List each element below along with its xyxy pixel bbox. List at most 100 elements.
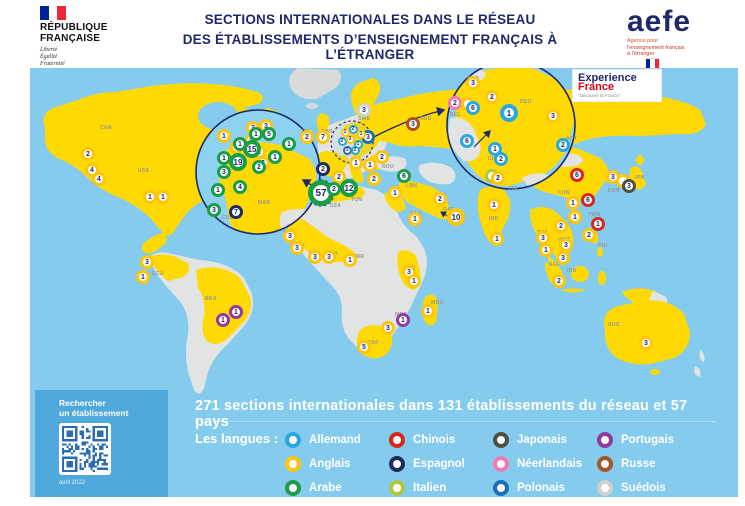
- republique-francaise-logo: RÉPUBLIQUE FRANÇAISE Liberté Égalité Fra…: [40, 6, 150, 68]
- stats-headline: 271 sections internationales dans 131 ét…: [195, 398, 688, 430]
- map-marker: 3: [283, 229, 297, 243]
- map-marker: 1: [490, 232, 504, 246]
- map-marker: 1: [591, 217, 605, 231]
- map-marker: 1: [249, 127, 263, 141]
- map-marker: 2: [348, 124, 358, 134]
- country-label: USA: [138, 168, 150, 174]
- map-marker: 2: [350, 145, 360, 155]
- map-marker: 1: [487, 198, 501, 212]
- map-marker: 1: [143, 190, 157, 204]
- map-marker: 3: [381, 321, 395, 335]
- bottom-margin: [0, 497, 745, 506]
- rf-line2: FRANÇAISE: [40, 33, 101, 44]
- country-label: ECU: [152, 271, 164, 277]
- country-label: DZA: [330, 203, 342, 209]
- legend-item: Néerlandais: [493, 452, 597, 476]
- map-marker: 2: [300, 130, 314, 144]
- experience-france-badge: Experience France "Découvrir la France": [573, 59, 661, 101]
- map-marker: 2: [582, 228, 596, 242]
- map-marker: 4: [92, 172, 106, 186]
- country-label: BEL: [450, 112, 461, 118]
- legend-label: Polonais: [517, 482, 565, 494]
- publication-date: avril 2022: [59, 480, 86, 486]
- legend-item: Portugais: [597, 428, 701, 452]
- country-label: ZAF: [368, 340, 379, 346]
- map-marker: 2: [485, 90, 499, 104]
- map-marker: 15: [243, 140, 261, 158]
- country-label: BRA: [205, 296, 217, 302]
- legend-color-ring-icon: [597, 432, 613, 448]
- legend-label: Chinois: [413, 434, 456, 446]
- country-label: ROU: [382, 164, 395, 170]
- map-marker: 3: [140, 255, 154, 269]
- map-marker: 10: [447, 208, 465, 226]
- map-marker: 2: [494, 152, 508, 166]
- badge-french-flag-icon: [646, 59, 659, 68]
- qr-code-pattern: [62, 426, 108, 472]
- search-label-line1: Rechercher: [59, 398, 106, 408]
- legend-item: Chinois: [389, 428, 493, 452]
- legend-label: Anglais: [309, 458, 351, 470]
- map-marker: 6: [397, 169, 411, 183]
- french-flag-icon: [40, 6, 67, 20]
- motto-fraternite: Fraternité: [40, 61, 65, 67]
- country-label: AUT: [566, 136, 578, 142]
- legend-color-ring-icon: [493, 432, 509, 448]
- country-label: PHL: [598, 243, 609, 249]
- map-marker: 7: [229, 205, 243, 219]
- country-label: CAN: [100, 125, 112, 131]
- map-marker: 5: [262, 127, 276, 141]
- map-marker: 2: [491, 171, 505, 185]
- title-line1: SECTIONS INTERNATIONALES DANS LE RÉSEAU: [204, 12, 536, 27]
- legend-color-ring-icon: [389, 456, 405, 472]
- legend-label: Allemand: [309, 434, 361, 446]
- country-label: LBN: [406, 183, 418, 189]
- map-marker: 1: [356, 129, 366, 139]
- aefe-logo: aefe Agence pour l'enseignement français…: [627, 7, 717, 58]
- country-label: TUN: [351, 197, 363, 203]
- motto-egalite: Égalité: [40, 54, 58, 60]
- legend-color-ring-icon: [285, 432, 301, 448]
- map-marker: 1: [136, 270, 150, 284]
- map-marker: 3: [207, 203, 221, 217]
- map-marker: 1: [568, 210, 582, 224]
- map-marker: 2: [433, 192, 447, 206]
- country-label: CHN: [558, 190, 570, 196]
- motto-liberte: Liberté: [40, 47, 58, 53]
- map-marker: 1: [363, 158, 377, 172]
- legend-label: Portugais: [621, 434, 675, 446]
- legend-title: Les langues :: [195, 431, 279, 446]
- legend-item: Allemand: [285, 428, 389, 452]
- map-marker: 1: [566, 196, 580, 210]
- map-marker: 1: [156, 190, 170, 204]
- map-marker: 1: [340, 127, 350, 137]
- legend-color-ring-icon: [389, 480, 405, 496]
- search-label-line2: un établissement: [59, 408, 129, 418]
- rf-line1: RÉPUBLIQUE: [40, 22, 108, 33]
- legend-label: Néerlandais: [517, 458, 583, 470]
- map-marker: 19: [229, 153, 247, 171]
- map-marker: 7: [316, 130, 330, 144]
- map-marker: 3: [406, 117, 420, 131]
- title-line2: DES ÉTABLISSEMENTS D’ENSEIGNEMENT FRANÇA…: [182, 32, 558, 62]
- legend-color-ring-icon: [285, 456, 301, 472]
- map-marker: 2: [375, 150, 389, 164]
- map-marker: 1: [388, 186, 402, 200]
- map-marker: 2: [327, 182, 341, 196]
- map-marker: 2: [552, 274, 566, 288]
- map-marker: 3: [622, 179, 636, 193]
- map-marker: 1: [500, 104, 518, 122]
- country-label: IDN: [567, 268, 577, 274]
- right-margin: [738, 68, 745, 506]
- page-title: SECTIONS INTERNATIONALES DANS LE RÉSEAU …: [150, 12, 590, 62]
- search-qr-panel: Rechercher un établissement avril 2022: [35, 390, 168, 497]
- map-marker: 6: [570, 168, 584, 182]
- map-marker: 1: [421, 304, 435, 318]
- legend-item: Italien: [389, 476, 493, 500]
- map-marker: 1: [229, 305, 243, 319]
- legend-color-ring-icon: [493, 480, 509, 496]
- legend-color-ring-icon: [597, 480, 613, 496]
- country-label: CUB: [222, 215, 234, 221]
